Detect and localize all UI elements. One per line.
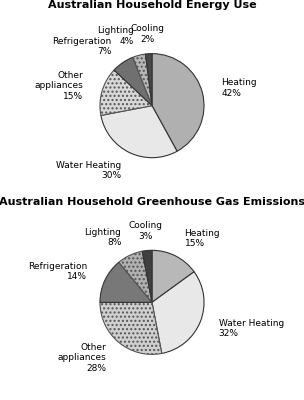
Text: Refrigeration
7%: Refrigeration 7% [52,36,112,56]
Text: Cooling
2%: Cooling 2% [130,24,164,44]
Wedge shape [133,54,152,106]
Text: Cooling
3%: Cooling 3% [128,221,162,240]
Wedge shape [100,302,162,354]
Text: Other
appliances
15%: Other appliances 15% [34,71,83,100]
Wedge shape [119,251,152,302]
Wedge shape [146,54,152,106]
Text: Heating
15%: Heating 15% [185,229,220,248]
Wedge shape [152,54,204,151]
Text: Water Heating
30%: Water Heating 30% [56,161,121,180]
Text: Lighting
4%: Lighting 4% [97,26,134,46]
Wedge shape [100,70,152,116]
Wedge shape [142,250,152,302]
Wedge shape [100,262,152,302]
Wedge shape [114,57,152,106]
Wedge shape [152,272,204,354]
Title: Australian Household Greenhouse Gas Emissions: Australian Household Greenhouse Gas Emis… [0,196,304,206]
Text: Other
appliances
28%: Other appliances 28% [57,343,106,372]
Text: Water Heating
32%: Water Heating 32% [219,319,284,338]
Title: Australian Household Energy Use: Australian Household Energy Use [48,0,256,10]
Wedge shape [152,250,194,302]
Text: Heating
42%: Heating 42% [222,78,257,98]
Wedge shape [101,106,177,158]
Text: Refrigeration
14%: Refrigeration 14% [28,262,87,282]
Text: Lighting
8%: Lighting 8% [85,228,121,247]
